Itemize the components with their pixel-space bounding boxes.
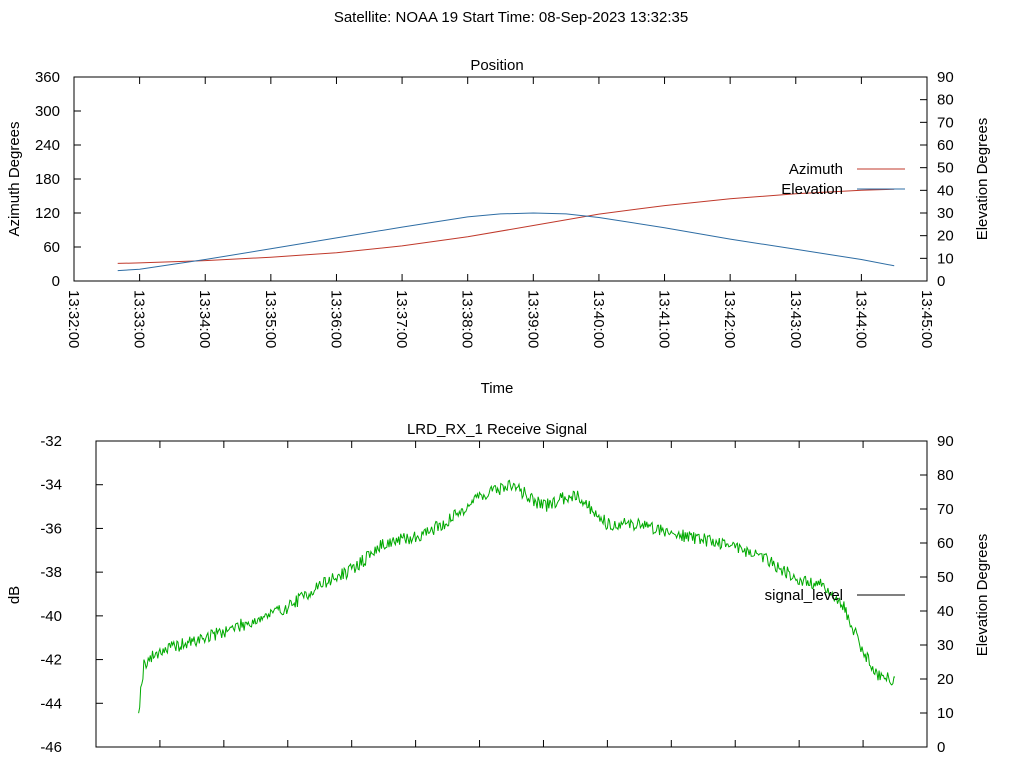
- signal-y2-tick-label: 20: [937, 671, 954, 688]
- position-x-tick-label: 13:41:00: [656, 290, 673, 348]
- position-y-tick-label: 120: [35, 205, 60, 222]
- position-x-tick-label: 13:42:00: [721, 290, 738, 348]
- position-x-tick-label: 13:39:00: [524, 290, 541, 348]
- position-y-tick-label: 180: [35, 171, 60, 188]
- signal-y2-tick-label: 80: [937, 467, 954, 484]
- position-x-tick-label: 13:43:00: [787, 290, 804, 348]
- signal-y-tick-label: -44: [40, 695, 62, 712]
- position-y2-tick-label: 30: [937, 205, 954, 222]
- position-chart-frame: [73, 76, 928, 282]
- legend-signal-level-label: signal_level: [765, 587, 843, 604]
- signal-y2-tick-label: 60: [937, 535, 954, 552]
- position-chart: Position Azimuth Degrees Elevation Degre…: [6, 57, 991, 397]
- position-y2-tick-label: 0: [937, 273, 945, 290]
- signal-y-tick-label: -46: [40, 739, 62, 756]
- signal-chart-title: LRD_RX_1 Receive Signal: [407, 421, 587, 438]
- page-title: Satellite: NOAA 19 Start Time: 08-Sep-20…: [334, 9, 688, 26]
- position-y-tick-label: 240: [35, 137, 60, 154]
- signal-y-tick-label: -34: [40, 477, 62, 494]
- position-y2-tick-label: 90: [937, 69, 954, 86]
- position-y2-tick-label: 50: [937, 160, 954, 177]
- position-y-axis-label: Azimuth Degrees: [6, 121, 23, 236]
- position-x-tick-label: 13:37:00: [393, 290, 410, 348]
- position-y2-tick-label: 70: [937, 114, 954, 131]
- signal-y-tick-label: -32: [40, 433, 62, 450]
- position-y2-axis-label: Elevation Degrees: [974, 118, 991, 241]
- position-y2-tick-label: 40: [937, 182, 954, 199]
- position-y2-tick-label: 80: [937, 92, 954, 109]
- signal-chart-frame: [95, 440, 928, 748]
- series-elevation-line: [117, 212, 895, 272]
- position-x-tick-label: 13:35:00: [262, 290, 279, 348]
- signal-y-tick-label: -42: [40, 652, 62, 669]
- series-signal-level-line: [138, 479, 896, 714]
- signal-y2-tick-label: 50: [937, 569, 954, 586]
- signal-y2-tick-label: 70: [937, 501, 954, 518]
- position-x-tick-label: 13:34:00: [196, 290, 213, 348]
- signal-y2-tick-label: 40: [937, 603, 954, 620]
- signal-y-tick-label: -40: [40, 608, 62, 625]
- signal-chart: LRD_RX_1 Receive Signal dB Elevation Deg…: [6, 421, 991, 756]
- position-y2-tick-label: 20: [937, 228, 954, 245]
- signal-y2-axis-label: Elevation Degrees: [974, 534, 991, 657]
- legend-azimuth-label: Azimuth: [789, 161, 843, 178]
- signal-y-tick-label: -38: [40, 564, 62, 581]
- signal-y2-tick-label: 90: [937, 433, 954, 450]
- position-x-axis-label: Time: [481, 380, 514, 397]
- position-y-tick-label: 0: [52, 273, 60, 290]
- position-chart-title: Position: [470, 57, 523, 74]
- series-azimuth-line: [117, 188, 895, 264]
- position-x-tick-label: 13:40:00: [590, 290, 607, 348]
- signal-y2-tick-label: 0: [937, 739, 945, 756]
- position-y-tick-label: 300: [35, 103, 60, 120]
- position-y-tick-label: 60: [43, 239, 60, 256]
- position-x-tick-label: 13:32:00: [65, 290, 82, 348]
- position-x-tick-label: 13:45:00: [918, 290, 935, 348]
- position-x-tick-label: 13:44:00: [852, 290, 869, 348]
- signal-y2-tick-label: 10: [937, 705, 954, 722]
- position-y2-tick-label: 10: [937, 250, 954, 267]
- signal-y-tick-label: -36: [40, 520, 62, 537]
- position-x-tick-label: 13:38:00: [459, 290, 476, 348]
- signal-y2-tick-label: 30: [937, 637, 954, 654]
- signal-y-axis-label: dB: [6, 586, 23, 604]
- legend-elevation-label: Elevation: [781, 181, 843, 198]
- position-y-tick-label: 360: [35, 69, 60, 86]
- position-y2-tick-label: 60: [937, 137, 954, 154]
- position-x-tick-label: 13:36:00: [327, 290, 344, 348]
- position-x-tick-label: 13:33:00: [131, 290, 148, 348]
